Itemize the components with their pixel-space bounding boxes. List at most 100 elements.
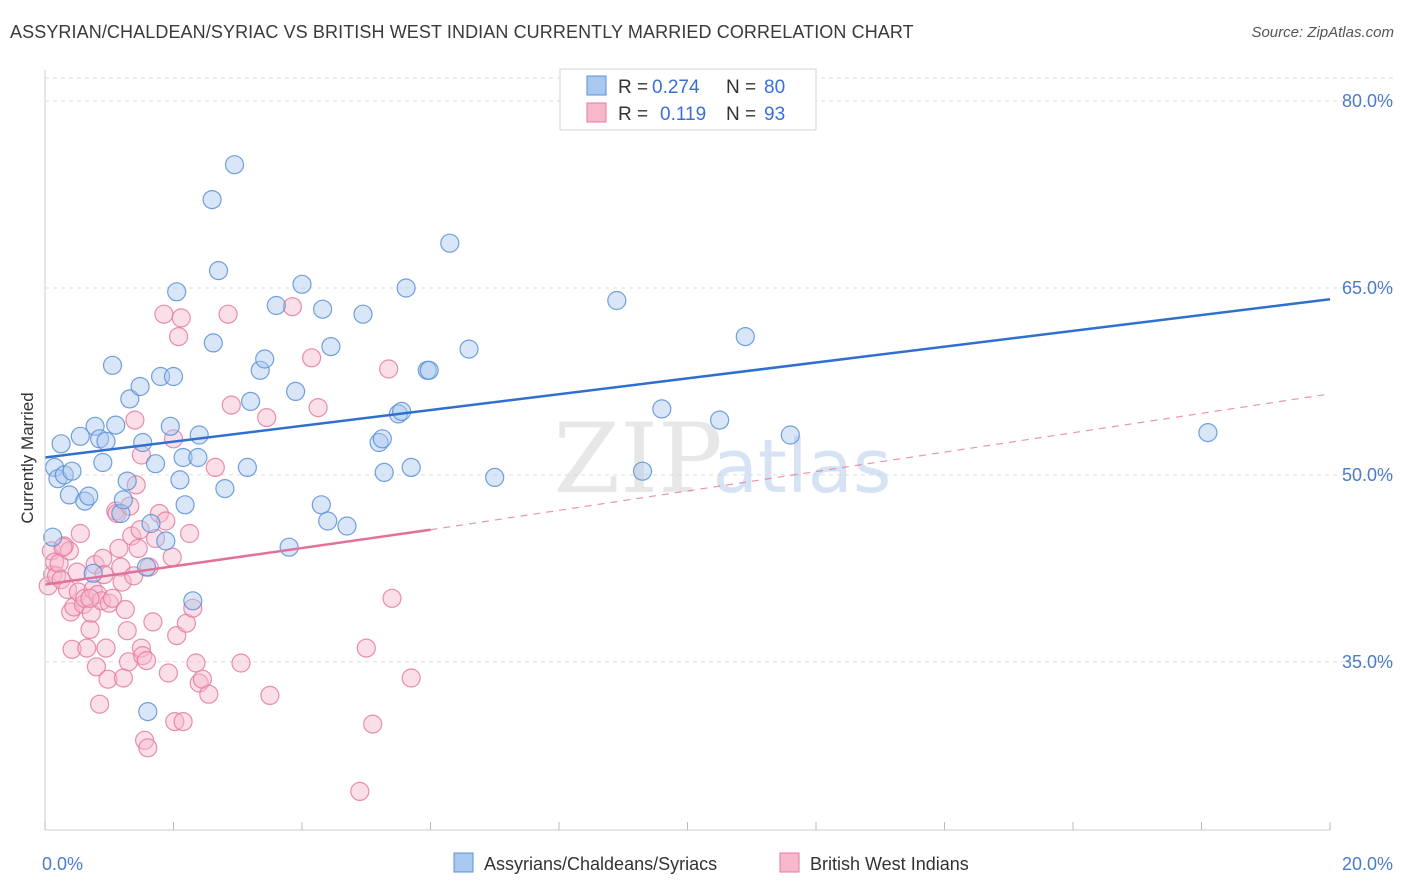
point-bwi-83 <box>308 398 328 418</box>
point-assyrian-64 <box>419 360 439 380</box>
point-bwi-53 <box>138 738 158 758</box>
trend-line-bwi <box>44 528 431 586</box>
chart-title: ASSYRIAN/CHALDEAN/SYRIAC VS BRITISH WEST… <box>10 22 914 42</box>
data-points <box>38 155 1218 802</box>
point-bwi-81 <box>282 297 302 317</box>
point-bwi-40 <box>117 621 137 641</box>
point-bwi-67 <box>173 711 193 732</box>
point-assyrian-22 <box>133 432 153 453</box>
point-bwi-18 <box>77 638 97 658</box>
point-assyrian-52 <box>318 511 338 531</box>
point-assyrian-49 <box>292 274 312 294</box>
point-assyrian-42 <box>241 391 261 411</box>
y-tick-label-3: 80.0% <box>1342 91 1393 111</box>
stats-legend-n-label-b: N = <box>726 104 756 125</box>
point-bwi-78 <box>231 653 251 673</box>
point-assyrian-61 <box>396 278 416 298</box>
stats-legend-r-value-b: 0.119 <box>660 104 706 125</box>
point-assyrian-56 <box>369 432 389 453</box>
point-assyrian-11 <box>85 416 105 436</box>
point-bwi-5 <box>49 553 69 574</box>
point-assyrian-16 <box>106 415 126 435</box>
point-assyrian-29 <box>163 366 184 387</box>
x-tick-label-min: 0.0% <box>42 854 83 874</box>
point-assyrian-66 <box>459 339 479 359</box>
trend-line-assyrian <box>44 298 1331 459</box>
point-assyrian-28 <box>160 416 180 436</box>
point-assyrian-23 <box>136 557 157 577</box>
point-bwi-89 <box>401 668 421 688</box>
point-bwi-35 <box>109 538 129 559</box>
point-bwi-9 <box>59 541 80 561</box>
point-assyrian-18 <box>113 490 134 510</box>
trend-extension-bwi <box>430 393 1331 531</box>
point-assyrian-45 <box>255 349 275 369</box>
series-legend-label-a: Assyrians/Chaldeans/Syriacs <box>484 854 717 874</box>
tick-labels: 35.0% 50.0% 65.0% 80.0% 0.0% 20.0% <box>42 91 1393 874</box>
point-bwi-66 <box>171 308 191 328</box>
point-assyrian-50 <box>311 495 331 515</box>
point-bwi-69 <box>180 523 200 544</box>
point-bwi-27 <box>93 548 113 569</box>
point-assyrian-55 <box>353 304 373 324</box>
point-assyrian-44 <box>250 360 270 380</box>
point-assyrian-36 <box>188 447 208 468</box>
point-bwi-32 <box>102 588 123 608</box>
point-bwi-85 <box>363 714 383 734</box>
point-bwi-45 <box>125 410 145 430</box>
point-bwi-23 <box>86 657 107 677</box>
point-bwi-70 <box>183 598 203 618</box>
point-assyrian-20 <box>120 389 140 409</box>
point-assyrian-31 <box>170 470 190 490</box>
point-assyrian-6 <box>62 461 82 481</box>
point-bwi-63 <box>165 711 185 732</box>
point-bwi-38 <box>113 668 134 688</box>
point-bwi-11 <box>62 639 82 659</box>
point-bwi-29 <box>96 638 116 658</box>
point-assyrian-67 <box>485 467 505 487</box>
point-assyrian-3 <box>51 434 71 454</box>
point-bwi-55 <box>143 612 163 632</box>
point-assyrian-34 <box>183 591 203 611</box>
point-assyrian-46 <box>266 295 286 316</box>
point-assyrian-75 <box>138 701 158 722</box>
grid-lines <box>45 77 1393 663</box>
point-bwi-25 <box>89 694 110 714</box>
stats-legend-swatch-b <box>586 102 607 123</box>
stats-legend-n-label-a: N = <box>726 77 756 98</box>
point-bwi-80 <box>260 685 280 706</box>
point-bwi-30 <box>98 669 118 689</box>
stats-legend-r-label-b: R = <box>618 104 648 125</box>
point-bwi-47 <box>128 538 148 559</box>
y-tick-label-1: 50.0% <box>1342 465 1393 485</box>
point-bwi-19 <box>80 619 100 640</box>
series-legend-swatch-b <box>779 852 800 873</box>
point-assyrian-7 <box>70 426 90 446</box>
point-bwi-58 <box>154 304 174 324</box>
point-assyrian-21 <box>130 376 150 397</box>
point-bwi-87 <box>382 588 402 608</box>
stats-legend-n-value-a: 80 <box>764 77 785 98</box>
series-legend-swatch-a <box>453 852 474 873</box>
point-bwi-88 <box>350 781 370 802</box>
point-bwi-39 <box>115 599 135 620</box>
point-bwi-77 <box>221 395 241 415</box>
point-assyrian-25 <box>145 454 166 474</box>
y-axis-title: Currently Married <box>18 392 37 523</box>
stats-legend: R = 0.274 N = 80 R = 0.119 N = 93 <box>559 68 817 131</box>
point-assyrian-30 <box>167 282 187 302</box>
point-assyrian-70 <box>652 399 672 419</box>
point-bwi-49 <box>131 638 151 658</box>
watermark-atlas: atlas <box>713 424 892 510</box>
point-bwi-15 <box>70 523 90 544</box>
point-assyrian-58 <box>374 462 394 482</box>
point-assyrian-9 <box>79 486 99 506</box>
point-assyrian-48 <box>286 381 306 401</box>
point-assyrian-60 <box>392 401 412 421</box>
point-bwi-76 <box>218 304 238 324</box>
point-bwi-86 <box>379 359 399 379</box>
point-assyrian-47 <box>279 537 299 557</box>
point-assyrian-74 <box>1198 423 1218 443</box>
stats-legend-r-value-a: 0.274 <box>652 77 700 98</box>
point-bwi-75 <box>205 457 225 477</box>
